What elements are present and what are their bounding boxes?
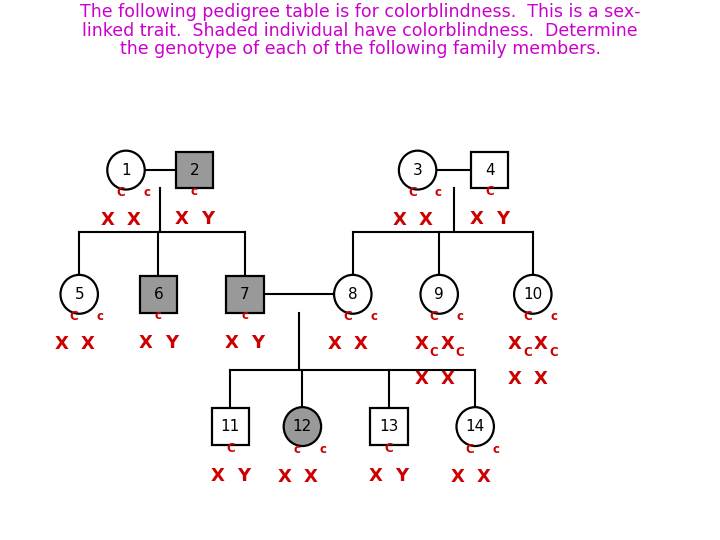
Text: X: X [414, 335, 428, 353]
FancyBboxPatch shape [370, 408, 408, 445]
Text: X: X [414, 370, 428, 388]
Text: 1: 1 [121, 163, 131, 178]
Ellipse shape [456, 407, 494, 446]
Text: Y: Y [395, 467, 408, 484]
Text: c: c [370, 310, 377, 323]
Text: c: c [294, 443, 301, 456]
FancyBboxPatch shape [226, 276, 264, 313]
Text: Y: Y [237, 467, 250, 484]
Text: X: X [138, 334, 153, 352]
Text: 9: 9 [434, 287, 444, 302]
Text: X: X [450, 468, 464, 485]
Text: C: C [226, 442, 235, 455]
Text: C: C [384, 442, 393, 455]
Text: X: X [392, 211, 407, 229]
FancyBboxPatch shape [140, 276, 177, 313]
Text: C: C [523, 310, 532, 323]
Text: X: X [54, 335, 68, 353]
Text: Y: Y [251, 334, 264, 352]
Text: 2: 2 [189, 163, 199, 178]
Text: X: X [80, 335, 94, 353]
Text: X: X [508, 370, 522, 388]
Text: the genotype of each of the following family members.: the genotype of each of the following fa… [120, 40, 600, 58]
Text: 13: 13 [379, 419, 398, 434]
Text: c: c [191, 185, 198, 198]
Text: X: X [440, 370, 454, 388]
FancyBboxPatch shape [212, 408, 249, 445]
Text: X: X [418, 211, 433, 229]
Text: X: X [210, 467, 225, 484]
Text: C: C [70, 310, 78, 323]
Text: 8: 8 [348, 287, 358, 302]
Text: Y: Y [165, 334, 178, 352]
Text: C: C [549, 346, 558, 359]
Text: 6: 6 [153, 287, 163, 302]
Text: X: X [303, 468, 318, 485]
Text: X: X [354, 335, 368, 353]
Text: X: X [127, 211, 141, 229]
Text: Y: Y [496, 210, 509, 228]
Text: X: X [508, 335, 522, 353]
Text: X: X [469, 210, 484, 228]
Text: c: c [492, 443, 500, 456]
Ellipse shape [514, 275, 552, 314]
Text: X: X [328, 335, 342, 353]
Text: 14: 14 [466, 419, 485, 434]
Text: X: X [534, 370, 548, 388]
Text: 11: 11 [221, 419, 240, 434]
Text: C: C [430, 310, 438, 323]
Text: 7: 7 [240, 287, 250, 302]
Text: c: c [96, 310, 104, 323]
FancyBboxPatch shape [176, 152, 213, 188]
Text: X: X [440, 335, 454, 353]
Text: c: c [456, 310, 464, 323]
Ellipse shape [420, 275, 458, 314]
Ellipse shape [399, 151, 436, 190]
Text: X: X [534, 335, 548, 353]
Text: X: X [369, 467, 383, 484]
Text: C: C [430, 346, 438, 359]
Text: C: C [456, 346, 464, 359]
Text: The following pedigree table is for colorblindness.  This is a sex-: The following pedigree table is for colo… [80, 3, 640, 21]
Text: c: c [550, 310, 557, 323]
Text: 12: 12 [293, 419, 312, 434]
Text: c: c [320, 443, 327, 456]
Text: C: C [523, 346, 532, 359]
Text: c: c [143, 186, 150, 199]
Text: C: C [485, 185, 494, 198]
Ellipse shape [334, 275, 372, 314]
Text: Y: Y [201, 210, 214, 228]
FancyBboxPatch shape [471, 152, 508, 188]
Text: C: C [343, 310, 352, 323]
Text: C: C [408, 186, 417, 199]
Text: X: X [476, 468, 490, 485]
Ellipse shape [60, 275, 98, 314]
Ellipse shape [107, 151, 145, 190]
Text: C: C [117, 186, 125, 199]
Ellipse shape [284, 407, 321, 446]
Text: 3: 3 [413, 163, 423, 178]
Text: X: X [101, 211, 115, 229]
Text: linked trait.  Shaded individual have colorblindness.  Determine: linked trait. Shaded individual have col… [82, 22, 638, 39]
Text: X: X [174, 210, 189, 228]
Text: 4: 4 [485, 163, 495, 178]
Text: c: c [435, 186, 442, 199]
Text: X: X [225, 334, 239, 352]
Text: 10: 10 [523, 287, 542, 302]
Text: C: C [466, 443, 474, 456]
Text: 5: 5 [74, 287, 84, 302]
Text: c: c [241, 309, 248, 322]
Text: X: X [277, 468, 292, 485]
Text: c: c [155, 309, 162, 322]
